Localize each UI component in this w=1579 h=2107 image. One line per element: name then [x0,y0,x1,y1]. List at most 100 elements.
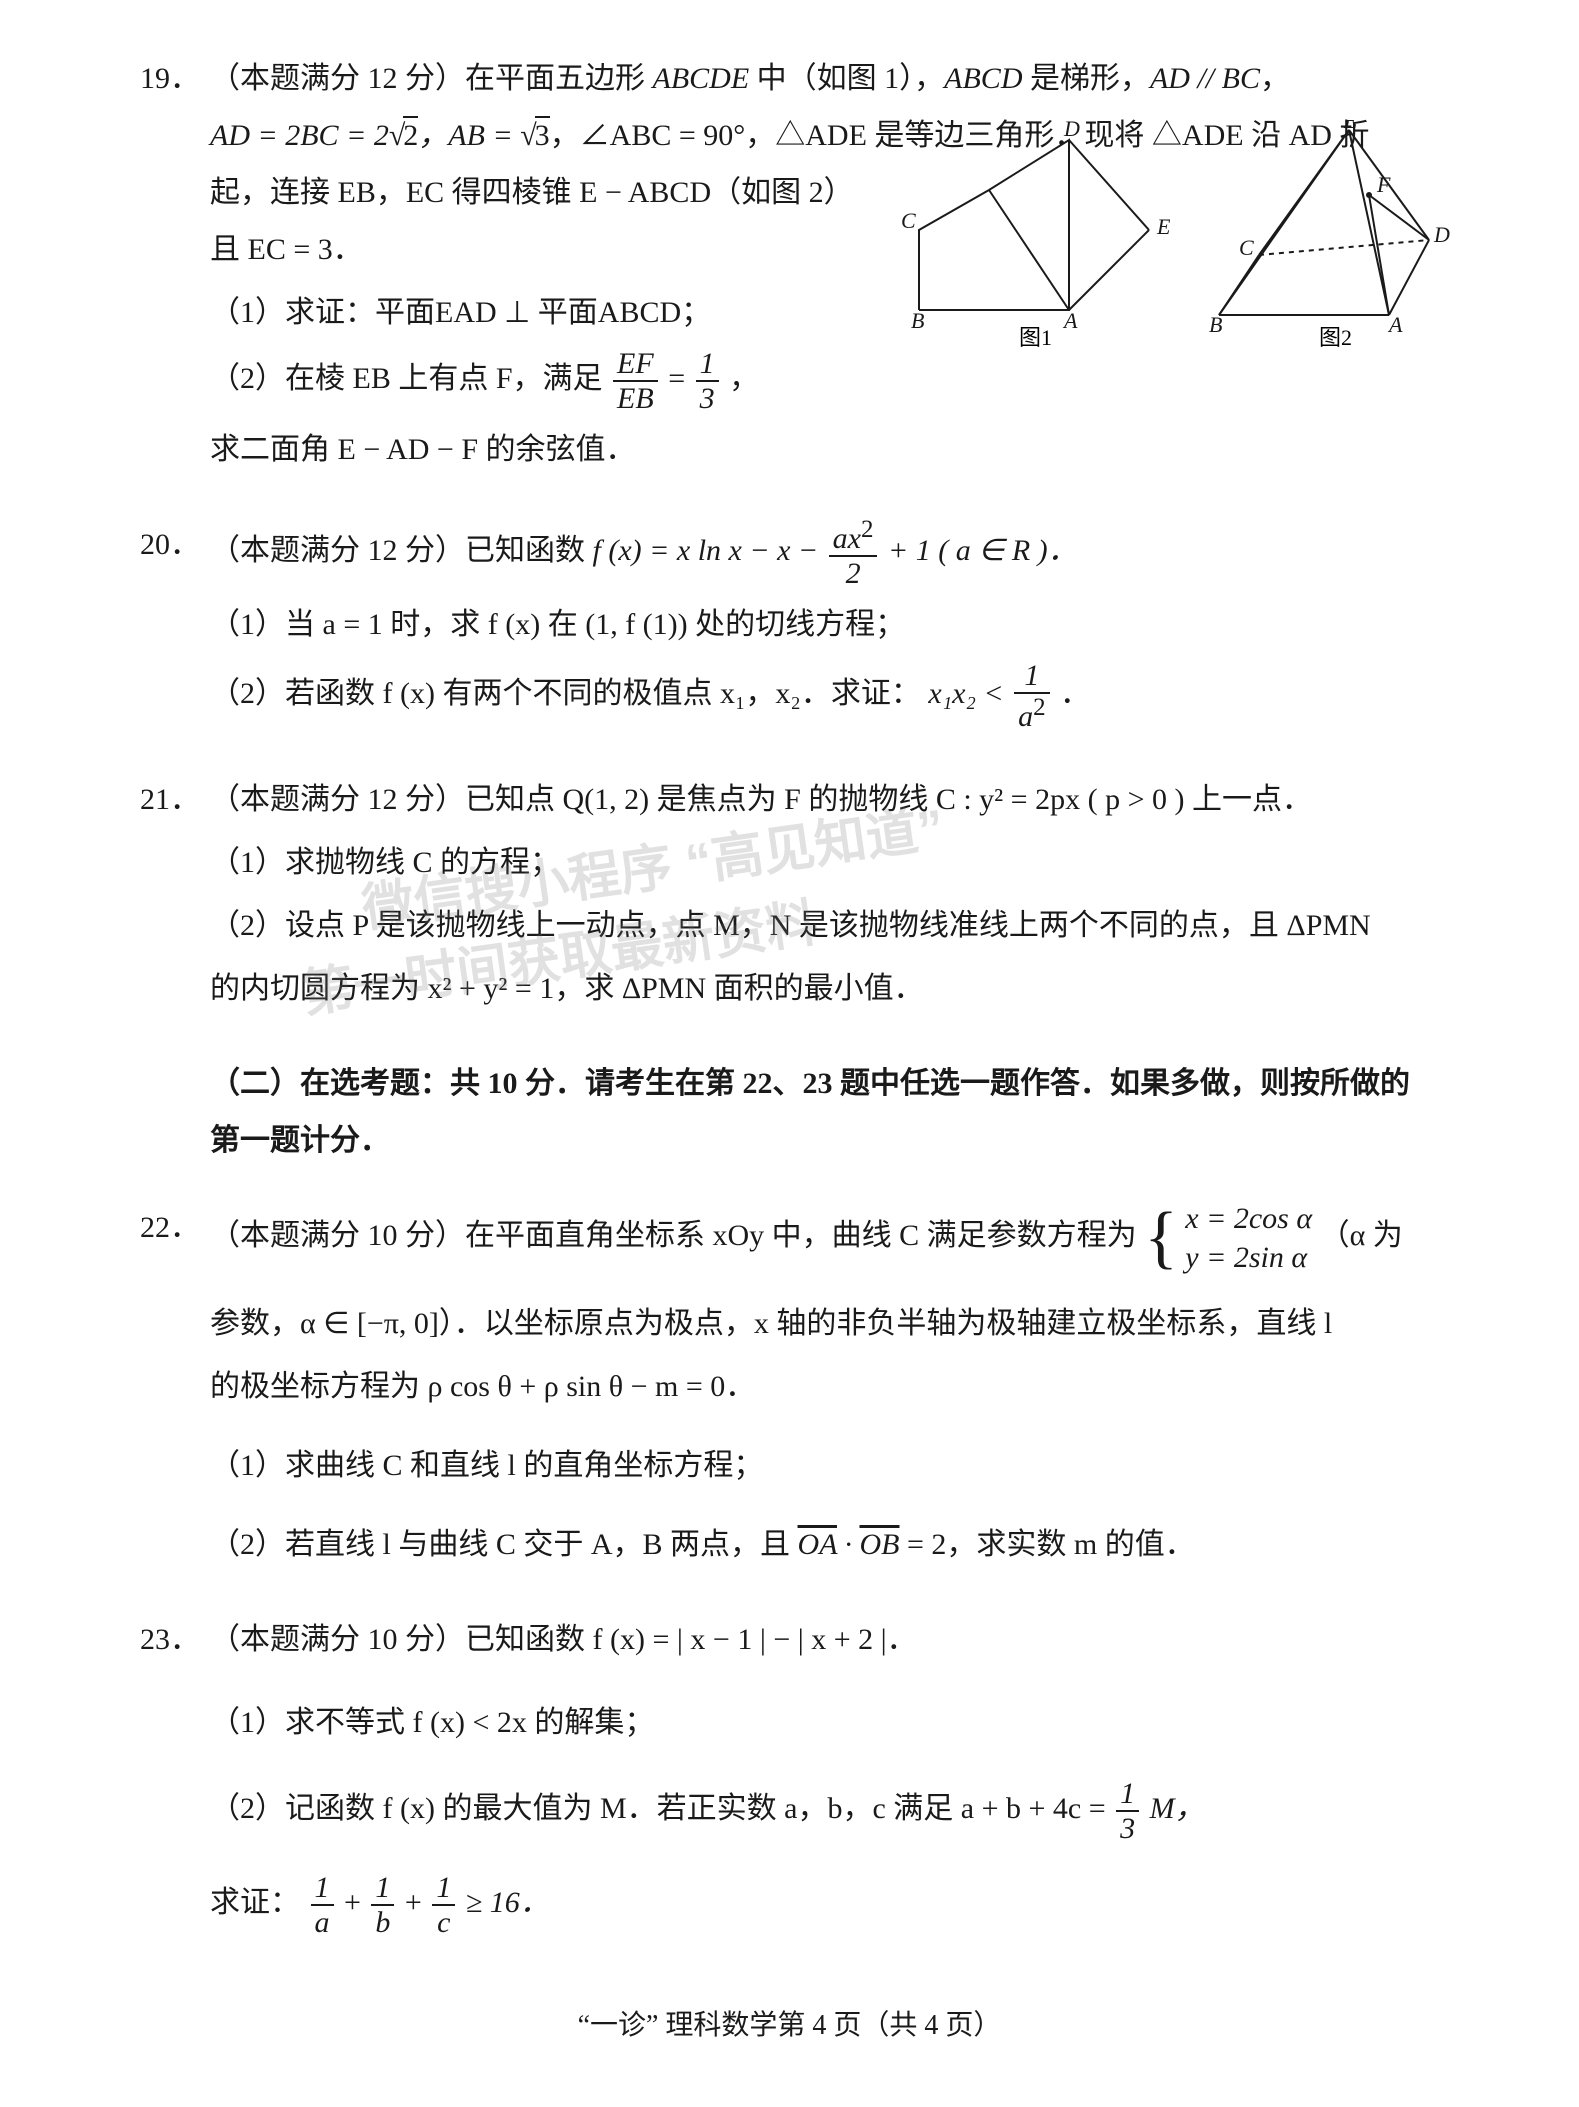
fraction: 1a [311,1871,334,1939]
text: a [1018,700,1033,733]
math: ，AB = [418,119,520,152]
svg-text:D: D [1063,120,1080,141]
math: ABCDE [653,62,750,95]
sqrt-icon: 2 [389,107,418,164]
subpart-1: （1）求曲线 C 和直线 l 的直角坐标方程； [210,1437,1439,1494]
line: 参数，α ∈ [−π, 0]）．以坐标原点为极点，x 轴的非负半轴为极轴建立极坐… [210,1295,1439,1352]
subpart-1: （1）求不等式 f (x) < 2x 的解集； [210,1694,1439,1751]
svg-text:E: E [1343,120,1358,133]
svg-text:A: A [1387,312,1403,337]
cases-brace: { x = 2cos α y = 2sin α [1144,1199,1312,1277]
fraction: 1 a2 [1014,659,1050,733]
sup: 2 [1033,694,1046,721]
svg-text:B: B [911,308,924,333]
numerator: 1 [696,347,719,382]
svg-text:E: E [1156,214,1171,239]
page-footer: “一诊” 理科数学第 4 页（共 4 页） [140,1999,1439,2052]
problem-number: 21． [140,771,210,828]
problem-number: 23． [140,1611,210,1668]
denominator: b [371,1906,394,1939]
denominator: c [432,1906,455,1939]
text: （本题满分 10 分）在平面直角坐标系 xOy 中，曲线 C 满足参数方程为 [210,1219,1144,1252]
math: AD // BC [1150,62,1260,95]
text: （本题满分 12 分）在平面五边形 [210,62,653,95]
text: （2）记函数 f (x) 的最大值为 M．若正实数 a，b，c 满足 a + b… [210,1792,1113,1825]
brace-icon: { [1144,1203,1178,1273]
subpart-2: （2）记函数 f (x) 的最大值为 M．若正实数 a，b，c 满足 a + b… [210,1777,1439,1845]
numerator: 1 [1014,659,1050,694]
subpart-2: （2）设点 P 是该抛物线上一动点，点 M，N 是该抛物线准线上两个不同的点，且… [210,897,1439,954]
subpart-3: 求二面角 E − AD − F 的余弦值． [210,421,1439,478]
problem-body: （本题满分 12 分）已知点 Q(1, 2) 是焦点为 F 的抛物线 C : y… [210,771,1439,1017]
text: 且 EC = 3． [210,233,363,266]
exam-page: 19． （本题满分 12 分）在平面五边形 ABCDE 中（如图 1），ABCD… [0,0,1579,2107]
svg-text:C: C [1239,235,1254,260]
text: 是梯形， [1022,62,1150,95]
equals: = [668,362,692,395]
text: = 2，求实数 m 的值． [907,1528,1195,1561]
fraction: 1b [371,1871,394,1939]
text: （本题满分 12 分）已知点 Q(1, 2) 是焦点为 F 的抛物线 C : y… [210,783,1312,816]
math: + 1 ( a ∈ R )． [888,534,1078,567]
subpart-2-cont: 的内切圆方程为 x² + y² = 1，求 ΔPMN 面积的最小值． [210,960,1439,1017]
text: 中（如图 1）， [749,62,944,95]
subpart-1: （1）求抛物线 C 的方程； [210,834,1439,891]
denominator: a2 [1014,694,1050,733]
numerator: 1 [371,1871,394,1906]
svg-text:A: A [1062,308,1078,333]
text: （2）在棱 EB 上有点 F，满足 [210,362,610,395]
text: （2）若直线 l 与曲线 C 交于 A，B 两点，且 [210,1528,798,1561]
denominator: 3 [1116,1812,1139,1845]
problem-number: 19． [140,50,210,107]
line: 的极坐标方程为 ρ cos θ + ρ sin θ − m = 0． [210,1358,1439,1415]
svg-text:C: C [901,208,916,233]
figure-label: 图1 [1019,325,1052,350]
problem-20: 20． （本题满分 12 分）已知函数 f (x) = x ln x − x −… [140,516,1439,733]
problem-21: 21． （本题满分 12 分）已知点 Q(1, 2) 是焦点为 F 的抛物线 C… [140,771,1439,1017]
denominator: 3 [696,382,719,415]
subpart-2: （2）若函数 f (x) 有两个不同的极值点 x₁，x₂．求证： x₁x₂ < … [210,659,1439,733]
numerator: EF [613,347,658,382]
plus: + [405,1886,429,1919]
subpart-proof: 求证： 1a + 1b + 1c ≥ 16． [210,1871,1439,1939]
vector-ob: OB [859,1528,899,1561]
math: f (x) = x ln x − x − [593,534,826,567]
radicand: 2 [403,116,418,152]
sup: 2 [861,516,874,543]
numerator: 1 [432,1871,455,1906]
math: AD = 2BC = 2 [210,119,389,152]
numerator: 1 [311,1871,334,1906]
text: （本题满分 12 分）已知函数 [210,534,593,567]
text: ≥ 16． [466,1886,550,1919]
text: ， [729,362,759,395]
figure-label: 图2 [1319,325,1352,350]
case-line: y = 2sin α [1185,1241,1307,1274]
fraction: ax2 2 [829,516,878,590]
svg-text:D: D [1433,222,1450,247]
subpart-2: （2）若直线 l 与曲线 C 交于 A，B 两点，且 OA · OB = 2，求… [210,1516,1439,1573]
text: （2）若函数 f (x) 有两个不同的极值点 x₁，x₂．求证： [210,677,921,710]
fraction: 13 [1116,1777,1139,1845]
denominator: a [311,1906,334,1939]
geometry-diagram-icon: B A C D E 图1 [899,120,1459,360]
text: ． [1060,677,1090,710]
sqrt-icon: 3 [520,107,549,164]
text: 起，连接 EB，EC 得四棱锥 E − ABCD（如图 2） [210,176,854,209]
problem-body: （本题满分 10 分）已知函数 f (x) = | x − 1 | − | x … [210,1611,1439,1939]
text: （本题满分 10 分）已知函数 f (x) = | x − 1 | − | x … [210,1623,917,1656]
section-note: （二）在选考题：共 10 分．请考生在第 22、23 题中任选一题作答．如果多做… [210,1055,1439,1169]
plus: + [344,1886,368,1919]
svg-text:B: B [1209,312,1222,337]
problem-23: 23． （本题满分 10 分）已知函数 f (x) = | x − 1 | − … [140,1611,1439,1939]
denominator: EB [613,382,658,415]
dot: · [837,1528,860,1561]
denominator: 2 [829,557,878,590]
text: M， [1150,1792,1205,1825]
problem-body: （本题满分 12 分）已知函数 f (x) = x ln x − x − ax2… [210,516,1439,733]
text: 求证： [210,1886,300,1919]
fraction: EFEB [613,347,658,415]
math: ABCD [944,62,1022,95]
problem-body: （本题满分 10 分）在平面直角坐标系 xOy 中，曲线 C 满足参数方程为 {… [210,1199,1439,1573]
cases-body: x = 2cos α y = 2sin α [1185,1199,1312,1277]
text: （α 为 [1320,1219,1403,1252]
